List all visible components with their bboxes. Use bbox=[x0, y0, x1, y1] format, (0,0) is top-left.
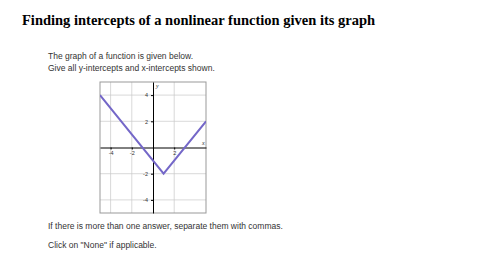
y-axis-label: y bbox=[155, 83, 159, 89]
y-tick-label: -4 bbox=[143, 197, 148, 203]
title: Finding intercepts of a nonlinear functi… bbox=[22, 12, 375, 28]
y-tick: 4 bbox=[145, 92, 153, 98]
x-tick-label: -4 bbox=[109, 150, 114, 156]
y-axis: -4 -2 2 4 bbox=[143, 83, 153, 214]
instruction: The graph of a function is given below. bbox=[48, 51, 193, 61]
y-tick-mark bbox=[151, 121, 153, 122]
x-tick-mark bbox=[174, 148, 175, 150]
x-axis-label: x bbox=[201, 140, 205, 146]
page: Finding intercepts of a nonlinear functi… bbox=[0, 0, 478, 269]
function-graph bbox=[100, 95, 206, 174]
y-tick-label: 4 bbox=[145, 92, 148, 98]
x-tick-label: -2 bbox=[130, 150, 135, 156]
y-tick: -2 bbox=[143, 171, 153, 177]
x-tick: -4 bbox=[109, 148, 114, 157]
x-tick-label: 2 bbox=[173, 150, 176, 156]
y-axis-line bbox=[153, 83, 154, 214]
chart: -4 -2 2 -4 -2 2 4 x y bbox=[100, 82, 207, 214]
x-tick: 2 bbox=[173, 148, 176, 157]
y-tick: 2 bbox=[145, 119, 153, 125]
plot-frame bbox=[100, 82, 206, 213]
y-tick-label: 2 bbox=[145, 119, 148, 125]
instruction: Give all y-intercepts and x-intercepts s… bbox=[48, 63, 215, 73]
y-tick-mark bbox=[151, 174, 153, 175]
y-tick-label: -2 bbox=[143, 171, 148, 177]
x-tick-mark bbox=[111, 148, 112, 150]
x-tick: -2 bbox=[130, 148, 135, 157]
x-tick-mark bbox=[132, 148, 133, 150]
y-tick-mark bbox=[151, 95, 153, 96]
y-tick: -4 bbox=[143, 197, 153, 203]
plot-area bbox=[100, 95, 206, 174]
instruction: Click on "None" if applicable. bbox=[48, 240, 157, 250]
instruction: If there is more than one answer, separa… bbox=[48, 221, 283, 231]
y-tick-mark bbox=[151, 200, 153, 201]
grid bbox=[100, 82, 206, 213]
